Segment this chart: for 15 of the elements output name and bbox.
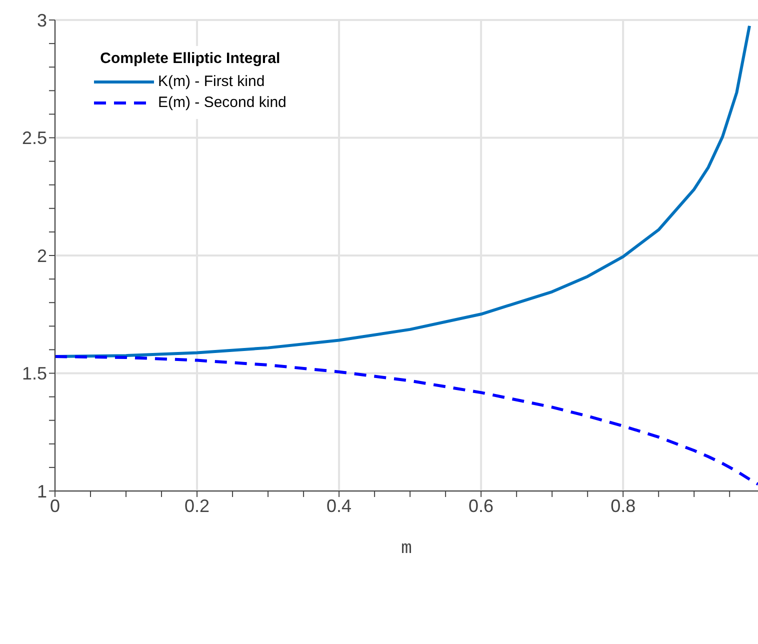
legend-label: E(m) - Second kind (158, 94, 286, 111)
y-tick-label: 3 (36, 10, 47, 30)
y-tick-label: 1.5 (22, 364, 47, 384)
legend-title: Complete Elliptic Integral (99, 50, 282, 67)
y-tick-label: 2.5 (22, 128, 47, 148)
x-tick-label: 0.6 (468, 496, 494, 516)
line-series (55, 355, 758, 486)
x-tick-label: 0.8 (610, 496, 636, 516)
x-tick-label: 0 (50, 496, 60, 516)
x-tick-label: 0.4 (326, 496, 352, 516)
x-axis-title: m (401, 539, 412, 559)
legend-label: K(m) - First kind (158, 73, 265, 90)
y-tick-label: 1 (36, 481, 47, 502)
x-tick-label: 0.2 (184, 496, 210, 516)
y-tick-label: 2 (36, 246, 47, 266)
